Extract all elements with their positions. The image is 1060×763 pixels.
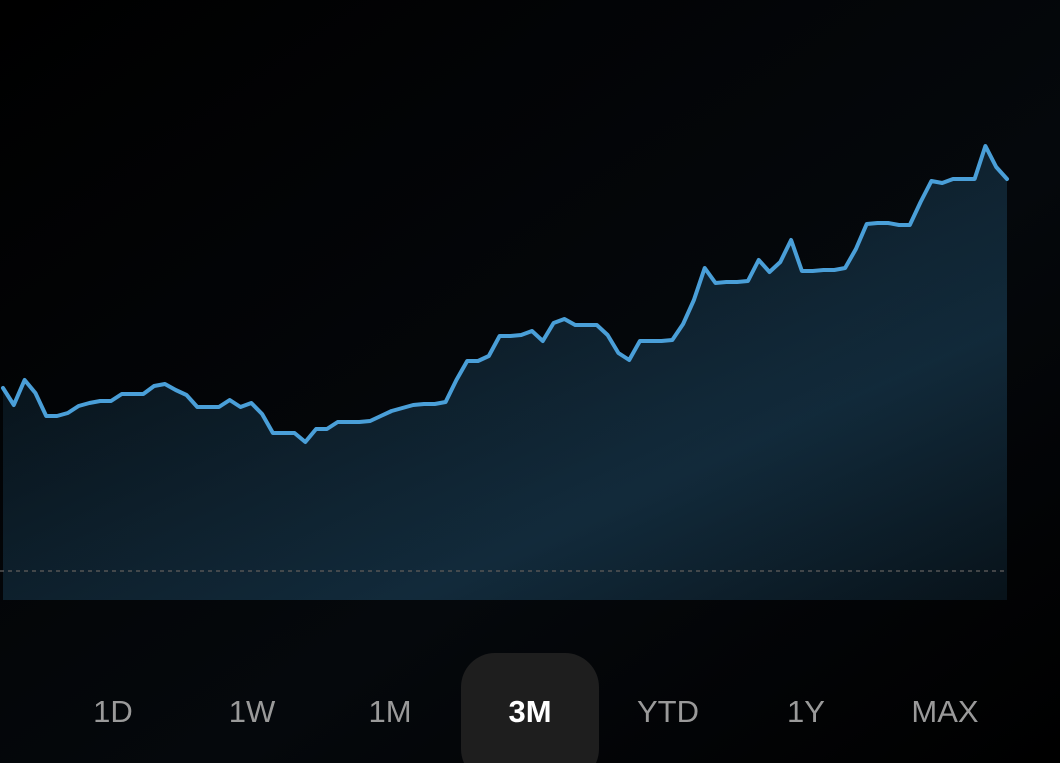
range-button[interactable]: 1W bbox=[229, 694, 276, 729]
range-button[interactable]: YTD bbox=[637, 694, 699, 729]
price-line bbox=[1, 144, 1009, 444]
active-range-pill bbox=[461, 653, 599, 763]
range-button[interactable]: 1Y bbox=[787, 694, 825, 729]
range-button[interactable]: 3M bbox=[508, 694, 551, 729]
range-button[interactable]: 1D bbox=[93, 694, 133, 729]
range-button[interactable]: MAX bbox=[911, 694, 979, 729]
range-button[interactable]: 1M bbox=[368, 694, 411, 729]
area bbox=[3, 146, 1007, 600]
